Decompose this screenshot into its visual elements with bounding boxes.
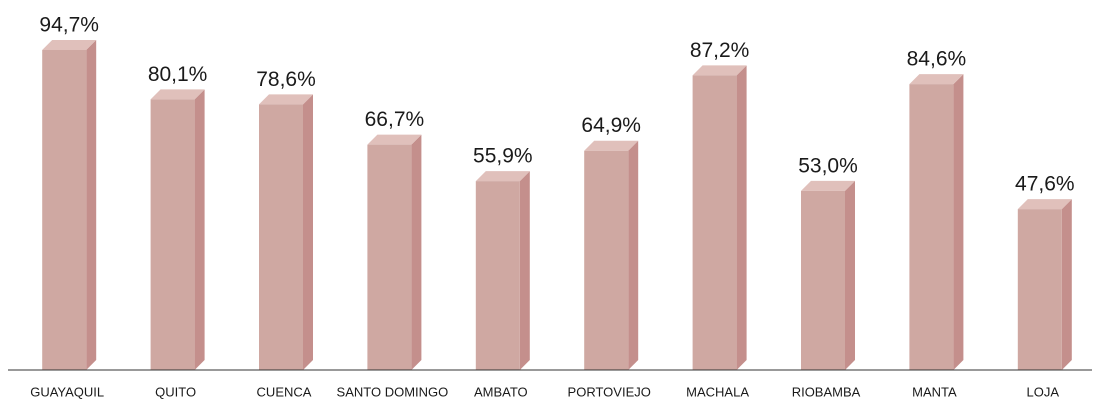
value-label: 78,6% — [256, 68, 316, 91]
x-tick-label: CUENCA — [257, 384, 312, 399]
value-label: 84,6% — [907, 48, 967, 71]
bar-front — [367, 144, 412, 370]
value-label: 55,9% — [473, 145, 533, 168]
bar-top — [584, 140, 639, 151]
bar-top — [475, 171, 530, 182]
bar — [801, 180, 855, 370]
bar-top — [42, 40, 97, 50]
bar-side — [845, 180, 855, 370]
bar — [42, 40, 97, 370]
bar-front — [259, 104, 303, 370]
value-label: 66,7% — [365, 108, 425, 131]
bar — [584, 140, 639, 370]
x-tick-label: MACHALA — [686, 384, 749, 399]
bar-front — [584, 150, 629, 370]
x-tick-label: RIOBAMBA — [792, 384, 861, 399]
bar-side — [86, 40, 97, 370]
value-label: 94,7% — [39, 14, 99, 37]
bar-side — [953, 74, 964, 370]
bar-side — [1061, 199, 1072, 370]
bar-top — [1017, 199, 1072, 210]
bar-front — [801, 190, 845, 370]
bar-top — [909, 74, 964, 85]
x-tick-label: LOJA — [1027, 384, 1060, 399]
bar-front — [42, 50, 87, 370]
value-label: 53,0% — [798, 154, 858, 177]
bar-top — [367, 134, 422, 145]
x-tick-label: GUAYAQUIL — [30, 384, 104, 399]
x-tick-label: MANTA — [912, 384, 957, 399]
bar-front — [909, 84, 954, 370]
bar-side — [194, 89, 205, 370]
bar — [1017, 199, 1072, 370]
bar-front — [692, 75, 737, 370]
value-label: 80,1% — [148, 63, 208, 86]
bar-front — [475, 181, 520, 370]
x-tick-label: QUITO — [155, 384, 196, 399]
bar-side — [303, 94, 313, 370]
value-label: 87,2% — [690, 39, 750, 62]
bar — [150, 89, 205, 370]
bar-front — [1017, 209, 1062, 370]
value-label: 64,9% — [581, 114, 641, 137]
bar-side — [628, 140, 639, 370]
bar-top — [692, 65, 747, 76]
value-label: 47,6% — [1015, 173, 1075, 196]
bar — [475, 171, 530, 370]
bar-side — [411, 134, 422, 370]
bar — [367, 134, 422, 370]
x-tick-label: SANTO DOMINGO — [337, 384, 449, 399]
x-tick-label: AMBATO — [474, 384, 528, 399]
bar-top — [259, 94, 313, 105]
bar-front — [150, 99, 195, 370]
bar — [259, 94, 313, 370]
x-tick-label: PORTOVIEJO — [568, 384, 651, 399]
bar — [692, 65, 747, 370]
bar-side — [736, 65, 747, 370]
bar-top — [150, 89, 205, 100]
bar-top — [801, 180, 855, 191]
bar-side — [519, 171, 530, 370]
bar — [909, 74, 964, 370]
